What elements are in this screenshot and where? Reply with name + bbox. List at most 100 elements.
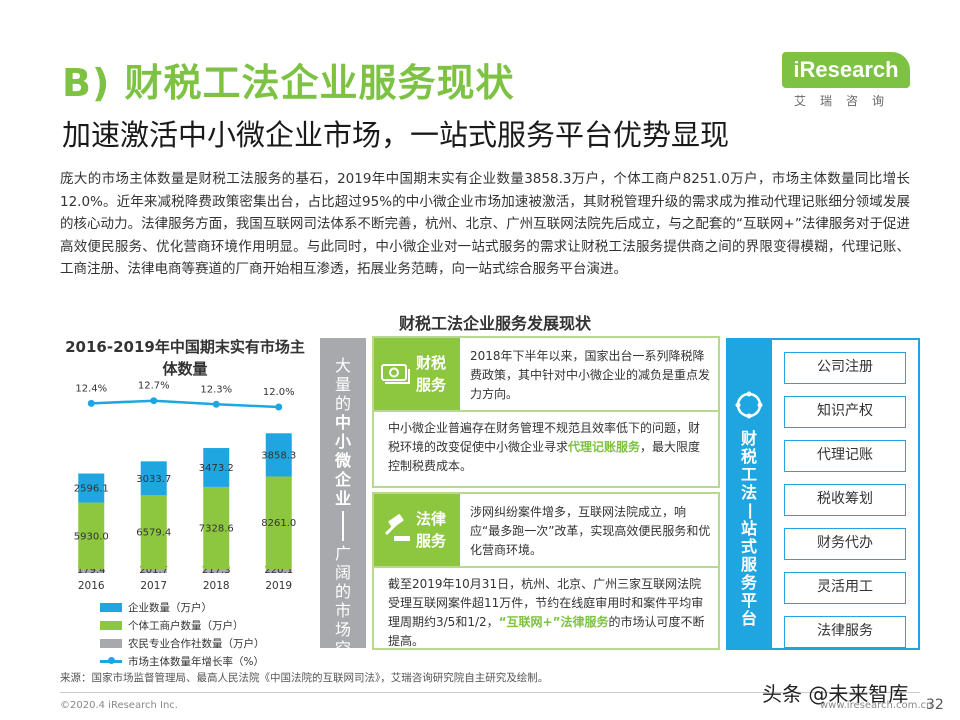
platform-label-char: 法 — [740, 483, 757, 502]
chart-title: 2016-2019年中国期末实有市场主体数量 — [65, 338, 305, 378]
copyright: ©2020.4 iResearch Inc. — [60, 700, 178, 711]
law-label-a: 法律 — [416, 510, 447, 528]
growth-line — [91, 399, 279, 409]
law-service-header: 法律 服务 — [374, 494, 460, 566]
legend-label: 个体工商户数量（万户） — [128, 619, 244, 632]
legend-line-swatch — [100, 657, 122, 664]
platform-label-char: 台 — [740, 609, 757, 628]
data-label-individual: 7328.6 — [199, 523, 234, 534]
bar-segment-enterprise — [140, 461, 167, 496]
sme-market-column: 大 量 的 中 小 微 企 业 广 阔 的 市 场 空 间 — [320, 338, 366, 677]
platform-label-char: 服 — [740, 555, 757, 574]
intro-paragraph: 庞大的市场主体数量是财税工法服务的基石，2019年中国期末实有企业数量3858.… — [60, 171, 910, 277]
iresearch-logo: iResearch 艾瑞咨询 — [760, 52, 910, 112]
platform-label-char: 站 — [740, 519, 757, 538]
platform-label-char: 税 — [740, 447, 757, 466]
legend-item-growth: 市场主体数量年增长率（%） — [100, 652, 300, 670]
law-label-b: 服务 — [416, 532, 447, 550]
col-char: 阔 — [334, 563, 351, 582]
bar-segment-coop — [265, 569, 292, 573]
panel-divider — [374, 410, 718, 412]
tax-label-a: 财税 — [416, 354, 447, 372]
col-char: 业 — [334, 489, 351, 508]
data-label-individual: 5930.0 — [74, 531, 109, 542]
watermark: 头条 @未来智库 — [762, 682, 909, 706]
one-stop-platform-column: 财税工法一站式服务平台 — [726, 338, 772, 650]
bar-segment-enterprise — [78, 473, 105, 503]
tax-text-1: 2018年下半年以来，国家出台一系列降税降费政策，其中针对中小微企业的减负是重点… — [470, 349, 711, 401]
page-title: B) 财税工法企业服务现状 — [62, 61, 515, 105]
growth-label: 12.3% — [200, 384, 232, 395]
services-box: 公司注册 知识产权 代理记账 税收筹划 财务代办 灵活用工 法律服务 — [770, 338, 920, 650]
cycle-icon — [735, 391, 763, 419]
growth-point — [212, 400, 220, 408]
data-label-enterprise: 3473.2 — [199, 463, 234, 474]
chart-legend: 企业数量（万户） 个体工商户数量（万户） 农民专业合作社数量（万户） 市场主体数… — [100, 598, 300, 670]
bar-segment-individual — [265, 476, 292, 569]
x-tick-label: 2017 — [140, 580, 167, 592]
tax-label-b: 服务 — [416, 376, 447, 394]
tax-service-panel: 财税 服务 2018年下半年以来，国家出台一系列降税降费政策，其中针对中小微企业… — [372, 336, 720, 488]
service-flexible-employment: 灵活用工 — [784, 572, 906, 604]
stacked-bar-chart: 179.4 5930.0 2596.1 2016 201.7 6579.4 3033.7 20… — [74, 381, 297, 592]
platform-label-char: 式 — [740, 537, 757, 556]
growth-point — [87, 399, 95, 407]
bar-segment-coop — [140, 569, 167, 573]
service-bookkeeping: 代理记账 — [784, 440, 906, 472]
law-text-2: 截至2019年10月31日，杭州、北京、广州三家互联网法院受理互联网案件超11万… — [388, 575, 708, 651]
service-company-registration: 公司注册 — [784, 352, 906, 384]
growth-point — [150, 397, 158, 405]
legend-label: 农民专业合作社数量（万户） — [128, 637, 265, 650]
legend-swatch-blue — [100, 602, 122, 612]
bar-segment-enterprise — [265, 433, 292, 477]
col-divider — [342, 511, 344, 541]
bar-segment-enterprise — [203, 448, 230, 487]
highlight-text: 代理记账服务 — [568, 440, 641, 454]
data-label-coop: 220.1 — [264, 565, 293, 576]
col-char: 市 — [334, 601, 351, 620]
bar-segment-coop — [203, 569, 230, 573]
service-tax-planning: 税收筹划 — [784, 484, 906, 516]
page-number: 32 — [926, 697, 944, 713]
col-char: 企 — [334, 470, 351, 489]
law-text-1: 涉网纠纷案件增多，互联网法院成立，响应“最多跑一次”改革，实现高效便民服务和优化… — [470, 505, 711, 557]
data-label-enterprise: 3858.3 — [261, 450, 296, 461]
legend-item-individual: 个体工商户数量（万户） — [100, 616, 300, 634]
growth-label: 12.4% — [75, 383, 107, 394]
col-char: 量 — [334, 375, 351, 394]
col-char: 空 — [334, 639, 351, 658]
bar-segment-individual — [78, 502, 105, 569]
col-char: 广 — [334, 544, 351, 563]
text-segment: 截至2019年10月31日，杭州、北京、广州三家互联网法院受理互联网案件超11万… — [388, 577, 704, 629]
service-intellectual-property: 知识产权 — [784, 396, 906, 428]
logo-cn: 艾瑞咨询 — [793, 94, 898, 108]
logo-brand: iResearch — [782, 52, 910, 88]
platform-label-char: 工 — [740, 465, 757, 484]
data-label-coop: 179.4 — [77, 565, 106, 576]
highlight-text: “互联网+”法律服务 — [498, 615, 609, 629]
page-subtitle: 加速激活中小微企业市场，一站式服务平台优势显现 — [62, 118, 730, 152]
col-char: 的 — [334, 394, 351, 413]
data-label-coop: 201.7 — [139, 565, 168, 576]
bar-segment-individual — [140, 495, 167, 569]
x-tick-label: 2016 — [78, 580, 105, 592]
gavel-icon — [384, 514, 410, 541]
service-finance-agency: 财务代办 — [784, 528, 906, 560]
data-label-individual: 6579.4 — [136, 528, 171, 539]
legend-item-enterprise: 企业数量（万户） — [100, 598, 300, 616]
platform-label-char: 财 — [740, 429, 757, 448]
platform-label-char: 一 — [740, 502, 759, 519]
col-char: 场 — [334, 620, 351, 639]
tax-service-header: 财税 服务 — [374, 338, 460, 410]
col-char: 的 — [334, 582, 351, 601]
text-segment: ，最大限度控制税费成本。 — [388, 440, 701, 473]
col-char: 小 — [334, 432, 351, 451]
legend-swatch-gray — [100, 638, 122, 648]
footer-divider — [60, 692, 920, 693]
legend-label: 市场主体数量年增长率（%） — [128, 655, 264, 668]
col-char: 微 — [334, 451, 351, 470]
col-char: 间 — [334, 658, 351, 677]
platform-label-char: 平 — [740, 591, 757, 610]
col-char: 大 — [334, 356, 351, 375]
service-legal: 法律服务 — [784, 616, 906, 648]
